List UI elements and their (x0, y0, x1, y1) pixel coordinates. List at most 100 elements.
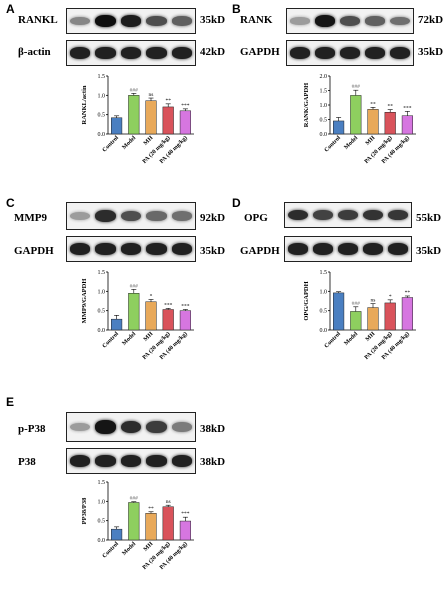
bar (350, 311, 362, 331)
blot-band (146, 455, 167, 467)
panel-letter-e: E (6, 395, 15, 409)
bar (145, 301, 157, 331)
blot-band (390, 16, 411, 26)
y-tick-label: 1.5 (98, 74, 106, 80)
kd-label-rankl: 35kD (200, 14, 226, 26)
x-tick-label: Model (121, 135, 137, 151)
chart-opg-gapdh: OPG/GAPDH0.00.51.01.5Control###ModelnsMH… (303, 270, 416, 361)
blot-band (363, 209, 384, 221)
y-tick-label: 1.5 (320, 270, 328, 276)
x-tick-label: MH (143, 135, 155, 147)
blot-band (171, 421, 193, 433)
blot-band (312, 209, 333, 221)
western-blot-p-p38 (66, 412, 196, 442)
bar (350, 95, 362, 135)
x-tick-label: MH (143, 541, 155, 553)
significance-label: *** (403, 105, 412, 111)
protein-label-mmp9: MMP9 (14, 212, 47, 224)
protein-label-p-p38: p-P38 (18, 423, 46, 435)
blot-band (171, 455, 193, 467)
chart-pp38-p38: PP38/P380.00.51.01.5Control###Model**MHn… (81, 480, 194, 571)
y-tick-label: 0.0 (98, 132, 106, 138)
panel-letter-a: A (6, 2, 15, 16)
x-tick-label: Model (121, 331, 137, 347)
blot-band (146, 211, 167, 221)
blot-band (69, 455, 91, 467)
protein-label-rank: RANK (240, 14, 273, 26)
protein-label-opg: OPG (244, 212, 268, 224)
bar (128, 95, 140, 135)
y-tick-label: 0.5 (98, 519, 106, 525)
panel-letter-c: C (6, 196, 15, 210)
bar (145, 100, 157, 135)
blot-band (120, 210, 142, 222)
y-axis-label: PP38/P38 (81, 497, 88, 524)
chart-rankl-actin: RANKL/actin0.00.51.01.5Control###Modelns… (81, 74, 194, 165)
blot-band (69, 422, 91, 432)
protein-label-rankl: RANKL (18, 14, 58, 26)
blot-band (95, 455, 116, 467)
blot-band (312, 243, 333, 255)
y-axis-label: MMP9/GAPDH (81, 279, 88, 324)
y-tick-label: 1.0 (98, 499, 106, 505)
kd-label-p-p38: 38kD (200, 423, 226, 435)
blot-band (146, 47, 167, 59)
y-axis-label: RANK/GAPDH (303, 83, 310, 127)
blot-band (339, 47, 361, 59)
bar (128, 293, 140, 331)
protein-label-p38: P38 (18, 456, 36, 468)
significance-label: ** (165, 98, 171, 104)
blot-band (120, 15, 142, 27)
blot-band (146, 243, 167, 255)
significance-label: ** (387, 104, 393, 110)
significance-label: *** (181, 103, 190, 109)
bar (162, 309, 174, 331)
blot-band (171, 16, 193, 26)
bar (111, 117, 123, 135)
significance-label: *** (181, 304, 190, 310)
y-tick-label: 0.0 (98, 538, 106, 544)
western-blot-mmp9 (66, 202, 196, 230)
y-tick-label: 1.0 (320, 103, 328, 109)
blot-band (171, 211, 193, 221)
blot-band (146, 16, 167, 26)
x-tick-label: MH (365, 135, 377, 147)
y-axis-label: OPG/GAPDH (303, 281, 310, 320)
bar (384, 302, 396, 331)
significance-label: ### (130, 496, 139, 502)
significance-label: ### (352, 301, 361, 307)
blot-band (95, 243, 116, 255)
x-tick-label: Model (343, 135, 359, 151)
significance-label: ns (149, 92, 154, 98)
y-tick-label: 0.0 (320, 132, 328, 138)
blot-band (337, 243, 359, 255)
y-tick-label: 1.0 (98, 289, 106, 295)
blot-band (337, 209, 359, 221)
blot-band (171, 243, 193, 255)
bar (179, 110, 191, 135)
panel-letter-b: B (232, 2, 241, 16)
western-blot-gapdh-d (284, 236, 412, 262)
western-blot-gapdh-b (286, 40, 414, 66)
y-tick-label: 1.0 (98, 93, 106, 99)
y-tick-label: 0.0 (98, 328, 106, 334)
western-blot-rank (286, 8, 414, 34)
blot-band (388, 243, 409, 255)
kd-label-gapdh-c: 35kD (200, 245, 226, 257)
panel-letter-d: D (232, 196, 241, 210)
bar (162, 506, 174, 541)
y-tick-label: 2.0 (320, 74, 328, 80)
chart-mmp9-gapdh: MMP9/GAPDH0.00.51.01.5Control###Model*MH… (81, 270, 194, 361)
bar (333, 292, 345, 331)
blot-band (95, 15, 116, 27)
significance-label: ** (370, 101, 376, 107)
protein-label-gapdh-d: GAPDH (240, 245, 280, 257)
significance-label: * (150, 293, 153, 299)
significance-label: ### (130, 87, 139, 93)
blot-band (95, 47, 116, 59)
x-tick-label: Model (343, 331, 359, 347)
blot-band (95, 420, 116, 434)
x-tick-label: Model (121, 541, 137, 557)
blot-band (314, 47, 335, 59)
y-tick-label: 0.5 (320, 118, 328, 124)
